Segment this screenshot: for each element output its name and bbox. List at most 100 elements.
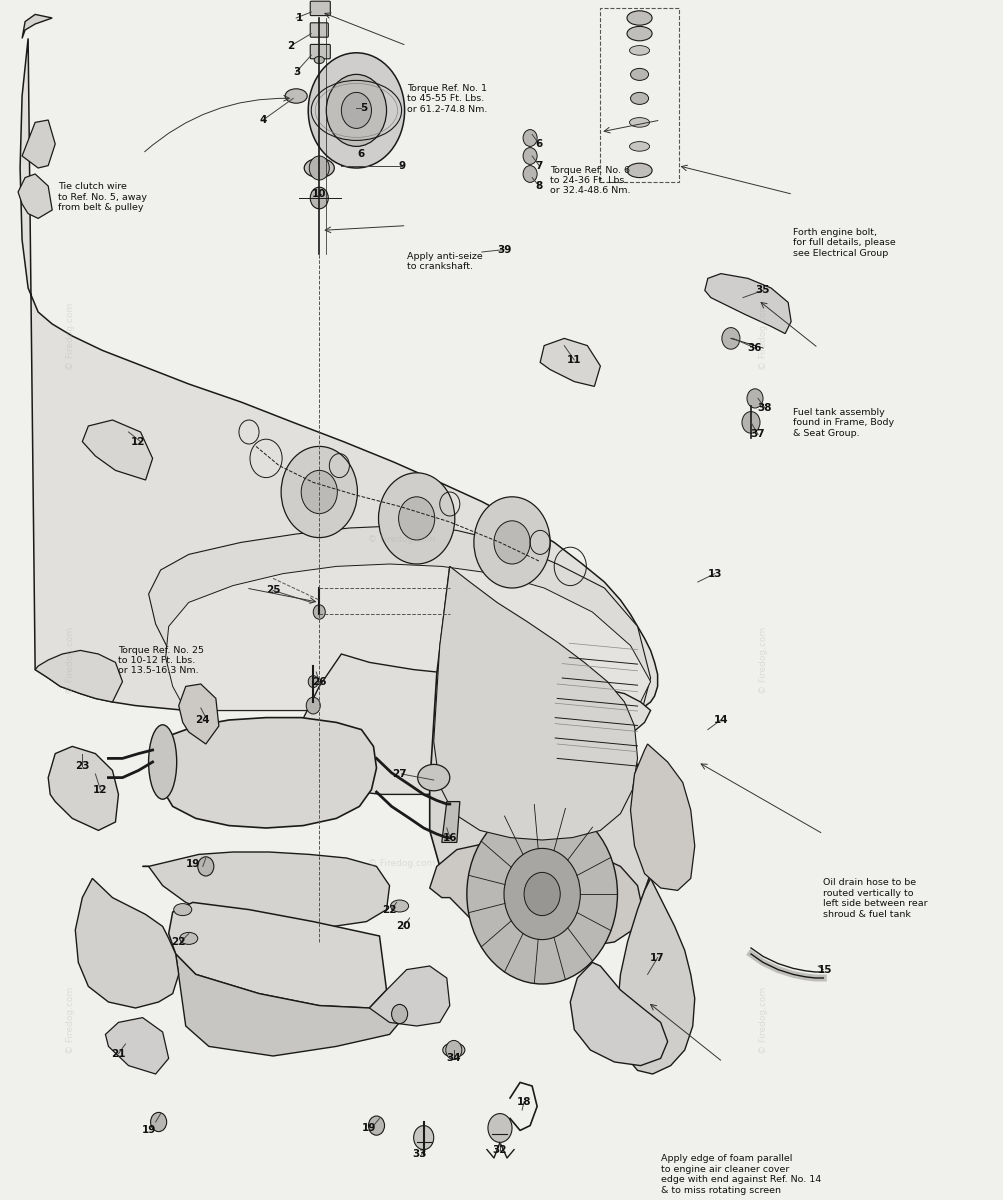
Circle shape xyxy=(741,412,759,433)
Text: 11: 11 xyxy=(567,355,581,365)
Text: 16: 16 xyxy=(442,833,456,842)
Polygon shape xyxy=(433,566,637,840)
Circle shape xyxy=(493,521,530,564)
Text: 12: 12 xyxy=(131,437,145,446)
Circle shape xyxy=(306,697,320,714)
Circle shape xyxy=(523,166,537,182)
Text: 32: 32 xyxy=(492,1145,507,1154)
Text: © Firedog.com: © Firedog.com xyxy=(758,626,766,694)
Ellipse shape xyxy=(629,142,649,151)
Ellipse shape xyxy=(630,92,648,104)
Text: Apply anti-seize
to crankshaft.: Apply anti-seize to crankshaft. xyxy=(406,252,481,271)
Polygon shape xyxy=(22,14,52,38)
Polygon shape xyxy=(441,802,459,842)
Circle shape xyxy=(308,676,318,688)
FancyBboxPatch shape xyxy=(310,23,328,37)
Text: Apply edge of foam parallel
to engine air cleaner cover
edge with end against Re: Apply edge of foam parallel to engine ai… xyxy=(660,1154,820,1194)
Circle shape xyxy=(721,328,739,349)
Text: 19: 19 xyxy=(141,1126,155,1135)
Polygon shape xyxy=(617,878,694,1074)
Text: 6: 6 xyxy=(357,149,365,158)
Text: Tie clutch wire
to Ref. No. 5, away
from belt & pulley: Tie clutch wire to Ref. No. 5, away from… xyxy=(58,182,147,212)
Text: 1: 1 xyxy=(295,13,303,23)
Polygon shape xyxy=(142,852,389,926)
Text: © Firedog.com: © Firedog.com xyxy=(368,535,434,545)
Text: 19: 19 xyxy=(186,859,200,869)
Text: 35: 35 xyxy=(755,286,769,295)
Circle shape xyxy=(313,605,325,619)
FancyBboxPatch shape xyxy=(310,44,330,59)
Text: 21: 21 xyxy=(111,1049,125,1058)
FancyBboxPatch shape xyxy=(310,1,330,16)
Ellipse shape xyxy=(626,11,652,25)
Circle shape xyxy=(504,848,580,940)
Circle shape xyxy=(310,187,328,209)
Ellipse shape xyxy=(626,163,652,178)
Text: 38: 38 xyxy=(757,403,771,413)
Circle shape xyxy=(746,389,762,408)
Text: 5: 5 xyxy=(359,103,367,113)
Ellipse shape xyxy=(180,932,198,944)
Polygon shape xyxy=(75,878,179,1008)
Polygon shape xyxy=(369,966,449,1026)
Text: 27: 27 xyxy=(392,769,406,779)
Text: 36: 36 xyxy=(747,343,761,353)
Text: 17: 17 xyxy=(650,953,664,962)
Polygon shape xyxy=(22,120,55,168)
Text: 8: 8 xyxy=(535,181,543,191)
Ellipse shape xyxy=(174,904,192,916)
Circle shape xyxy=(487,1114,512,1142)
Text: 9: 9 xyxy=(397,161,405,170)
Text: 37: 37 xyxy=(750,430,764,439)
Circle shape xyxy=(378,473,454,564)
Polygon shape xyxy=(630,744,694,890)
Circle shape xyxy=(398,497,434,540)
Text: 20: 20 xyxy=(396,922,410,931)
Circle shape xyxy=(198,857,214,876)
Text: © Firedog.com: © Firedog.com xyxy=(66,986,74,1054)
Text: 4: 4 xyxy=(259,115,267,125)
Text: 14: 14 xyxy=(713,715,727,725)
Text: 33: 33 xyxy=(412,1150,426,1159)
Polygon shape xyxy=(570,962,667,1066)
Text: 23: 23 xyxy=(75,761,89,770)
Circle shape xyxy=(391,1004,407,1024)
Ellipse shape xyxy=(314,56,324,64)
Text: 39: 39 xyxy=(496,245,511,254)
Circle shape xyxy=(281,446,357,538)
Circle shape xyxy=(309,156,329,180)
Text: 7: 7 xyxy=(535,161,543,170)
Ellipse shape xyxy=(304,158,334,178)
Polygon shape xyxy=(176,954,406,1056)
Ellipse shape xyxy=(626,26,652,41)
Text: Oil drain hose to be
routed vertically to
left side between rear
shroud & fuel t: Oil drain hose to be routed vertically t… xyxy=(822,878,927,919)
Circle shape xyxy=(150,1112,166,1132)
Polygon shape xyxy=(179,684,219,744)
Circle shape xyxy=(326,74,386,146)
Text: Torque Ref. No. 25
to 10-12 Ft. Lbs.
or 13.5-16.3 Nm.: Torque Ref. No. 25 to 10-12 Ft. Lbs. or … xyxy=(118,646,205,676)
Circle shape xyxy=(524,872,560,916)
Circle shape xyxy=(368,1116,384,1135)
Text: 3: 3 xyxy=(293,67,301,77)
Text: 34: 34 xyxy=(446,1054,460,1063)
Text: Forth engine bolt,
for full details, please
see Electrical Group: Forth engine bolt, for full details, ple… xyxy=(792,228,895,258)
Polygon shape xyxy=(148,526,650,710)
Ellipse shape xyxy=(442,1043,464,1057)
Polygon shape xyxy=(35,650,122,702)
Polygon shape xyxy=(105,1018,169,1074)
Circle shape xyxy=(341,92,371,128)
Circle shape xyxy=(473,497,550,588)
Polygon shape xyxy=(429,566,652,934)
Polygon shape xyxy=(18,174,52,218)
Polygon shape xyxy=(169,902,386,1008)
Polygon shape xyxy=(82,420,152,480)
Text: 2: 2 xyxy=(287,41,295,50)
Text: Torque Ref. No. 1
to 45-55 Ft. Lbs.
or 61.2-74.8 Nm.: Torque Ref. No. 1 to 45-55 Ft. Lbs. or 6… xyxy=(406,84,486,114)
Polygon shape xyxy=(165,564,650,710)
Text: 18: 18 xyxy=(517,1097,531,1106)
Text: 15: 15 xyxy=(817,965,831,974)
Text: © Firedog.com: © Firedog.com xyxy=(66,626,74,694)
Ellipse shape xyxy=(629,46,649,55)
Text: 13: 13 xyxy=(707,569,721,578)
Text: © Firedog.com: © Firedog.com xyxy=(758,302,766,370)
